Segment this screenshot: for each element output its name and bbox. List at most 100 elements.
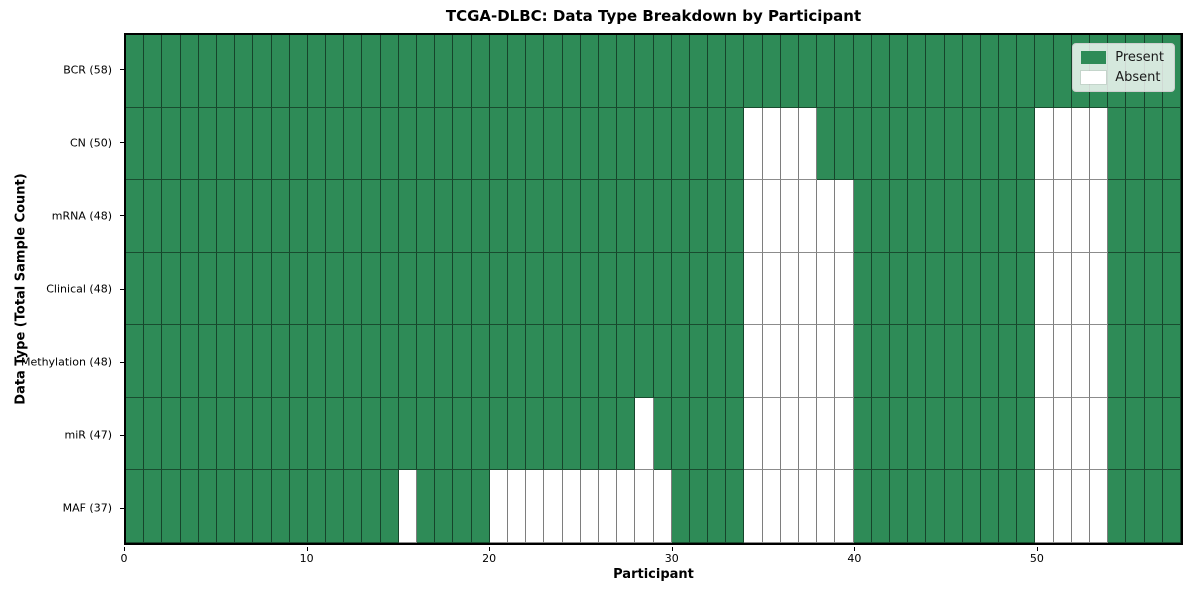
- heatmap-cell: [1162, 252, 1181, 326]
- heatmap-cell: [398, 397, 418, 471]
- heatmap-cell: [489, 35, 508, 108]
- heatmap-cell: [344, 397, 363, 471]
- heatmap-cell: [944, 35, 963, 108]
- y-tick-label: Clinical (48): [46, 282, 112, 296]
- heatmap-cell: [1126, 470, 1145, 543]
- heatmap-cell: [653, 252, 672, 326]
- heatmap-cell: [144, 397, 163, 471]
- heatmap-cell: [671, 470, 690, 543]
- heatmap-cell: [1035, 397, 1054, 471]
- heatmap-cell: [835, 252, 854, 326]
- heatmap-cell: [708, 397, 727, 471]
- heatmap-cell: [817, 180, 836, 253]
- heatmap-cell: [417, 252, 436, 326]
- heatmap-cell: [853, 470, 872, 543]
- y-tick-mark: [120, 361, 124, 363]
- heatmap-cell: [980, 180, 1000, 253]
- heatmap-cell: [1035, 107, 1054, 181]
- heatmap-cell: [980, 397, 1000, 471]
- heatmap-cell: [689, 397, 709, 471]
- heatmap-cell: [962, 180, 981, 253]
- heatmap-cell: [780, 252, 800, 326]
- heatmap-cell: [780, 107, 800, 181]
- heatmap-cell: [144, 470, 163, 543]
- heatmap-cell: [289, 325, 308, 398]
- heatmap-cell: [980, 252, 1000, 326]
- heatmap-cell: [216, 180, 236, 253]
- heatmap-cell: [780, 397, 800, 471]
- heatmap-cell: [999, 252, 1018, 326]
- heatmap-cell: [471, 107, 490, 181]
- heatmap-cell: [362, 470, 381, 543]
- heatmap-cell: [526, 35, 545, 108]
- heatmap-cell: [453, 470, 472, 543]
- y-tick-mark: [120, 288, 124, 290]
- heatmap-cell: [944, 397, 963, 471]
- heatmap-cell: [362, 252, 381, 326]
- heatmap-cell: [253, 397, 272, 471]
- heatmap-cell: [1017, 397, 1036, 471]
- heatmap-cell: [1108, 252, 1127, 326]
- heatmap-cell: [435, 397, 454, 471]
- heatmap-cell: [289, 107, 308, 181]
- heatmap-cell: [962, 252, 981, 326]
- heatmap-cell: [471, 252, 490, 326]
- heatmap-cell: [780, 325, 800, 398]
- heatmap-cell: [398, 180, 418, 253]
- heatmap-cell: [871, 252, 890, 326]
- heatmap-cell: [671, 35, 690, 108]
- heatmap-cell: [1126, 252, 1145, 326]
- heatmap-cell: [417, 107, 436, 181]
- heatmap-cell: [1071, 180, 1091, 253]
- heatmap-cell: [1090, 325, 1109, 398]
- heatmap-cell: [689, 107, 709, 181]
- heatmap-cell: [835, 325, 854, 398]
- x-tick-label: 40: [847, 552, 862, 565]
- heatmap-cell: [580, 470, 599, 543]
- heatmap-cell: [489, 470, 508, 543]
- heatmap-cell: [289, 180, 308, 253]
- heatmap-cell: [926, 325, 945, 398]
- heatmap-cell: [617, 397, 636, 471]
- heatmap-cell: [544, 325, 563, 398]
- heatmap-cell: [1090, 107, 1109, 181]
- heatmap-cell: [889, 252, 909, 326]
- heatmap-cell: [580, 35, 599, 108]
- heatmap-cell: [253, 180, 272, 253]
- heatmap-cell: [562, 35, 581, 108]
- heatmap-cell: [689, 35, 709, 108]
- heatmap-cell: [544, 107, 563, 181]
- heatmap-cell: [853, 107, 872, 181]
- heatmap-cell: [289, 35, 308, 108]
- heatmap-cell: [235, 35, 254, 108]
- heatmap-cell: [544, 252, 563, 326]
- heatmap-cell: [198, 180, 217, 253]
- heatmap-cell: [889, 107, 909, 181]
- heatmap-cell: [617, 252, 636, 326]
- heatmap-cell: [726, 107, 745, 181]
- heatmap-cell: [180, 470, 199, 543]
- heatmap-cell: [635, 180, 654, 253]
- heatmap-cell: [853, 325, 872, 398]
- heatmap-cell: [144, 107, 163, 181]
- heatmap-cell: [1053, 252, 1072, 326]
- heatmap-cell: [835, 180, 854, 253]
- heatmap-cell: [689, 325, 709, 398]
- heatmap-cell: [126, 252, 145, 326]
- y-tick-label: MAF (37): [62, 501, 112, 515]
- heatmap-cell: [1071, 325, 1091, 398]
- heatmap-cell: [871, 397, 890, 471]
- heatmap-cell: [544, 470, 563, 543]
- legend-label-present: Present: [1115, 50, 1164, 65]
- heatmap-cell: [944, 107, 963, 181]
- heatmap-cell: [635, 397, 654, 471]
- heatmap-cell: [1035, 35, 1054, 108]
- heatmap-cell: [126, 325, 145, 398]
- heatmap-cell: [180, 180, 199, 253]
- heatmap-cell: [853, 252, 872, 326]
- chart-title: TCGA-DLBC: Data Type Breakdown by Partic…: [445, 7, 862, 25]
- heatmap-cell: [799, 35, 818, 108]
- heatmap-cell: [708, 325, 727, 398]
- x-axis-label: Participant: [613, 567, 694, 582]
- heatmap-cell: [908, 107, 927, 181]
